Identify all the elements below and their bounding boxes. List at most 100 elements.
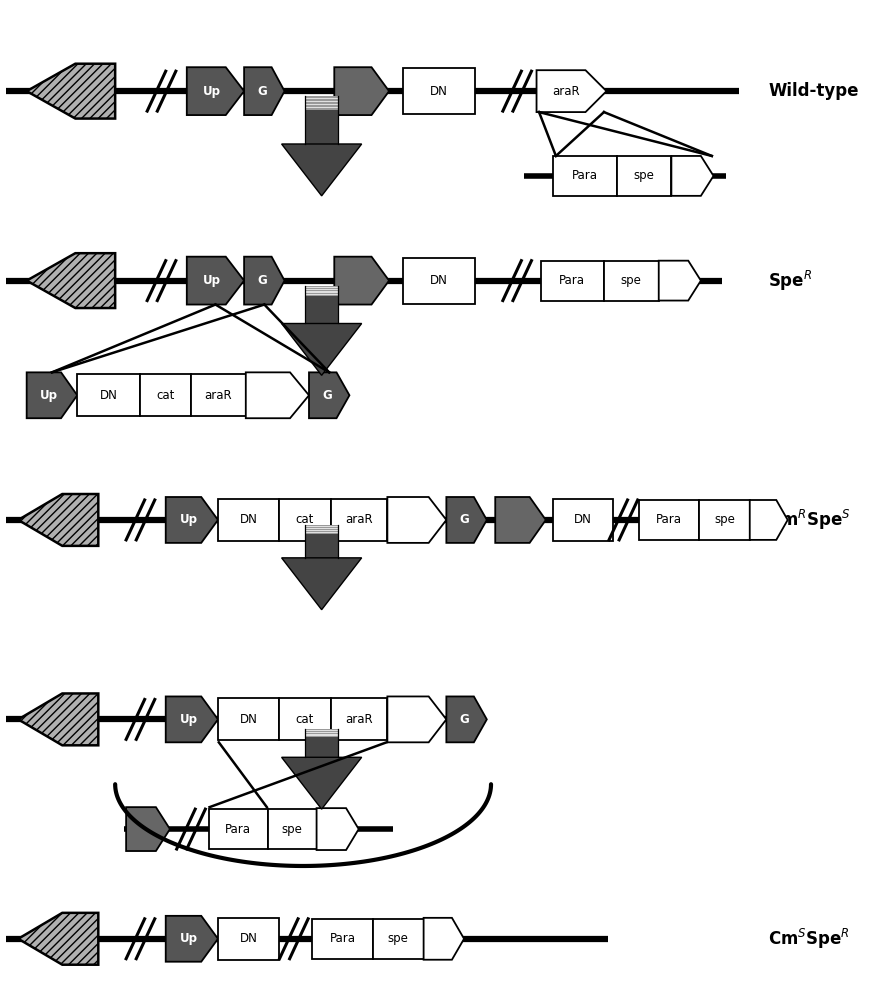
Text: araR: araR — [346, 513, 373, 526]
Text: Para: Para — [656, 513, 682, 526]
Polygon shape — [282, 757, 361, 809]
Bar — [312, 919, 373, 959]
Polygon shape — [26, 64, 116, 119]
Text: Up: Up — [179, 713, 198, 726]
Polygon shape — [18, 693, 98, 745]
Text: spe: spe — [282, 823, 303, 836]
Bar — [278, 499, 331, 541]
Bar — [403, 68, 475, 114]
Polygon shape — [282, 558, 361, 610]
Bar — [304, 287, 339, 288]
Bar — [268, 809, 317, 849]
Text: spe: spe — [634, 169, 654, 182]
Text: G: G — [459, 713, 469, 726]
Polygon shape — [165, 916, 218, 962]
Polygon shape — [18, 494, 98, 546]
Bar — [617, 156, 671, 196]
Text: G: G — [257, 85, 267, 98]
Polygon shape — [334, 257, 389, 305]
Text: Up: Up — [40, 389, 58, 402]
Bar — [304, 295, 339, 296]
Polygon shape — [317, 808, 359, 850]
Polygon shape — [246, 372, 309, 418]
Bar — [304, 289, 339, 290]
Polygon shape — [165, 696, 218, 742]
Bar — [304, 108, 339, 110]
Bar — [191, 374, 246, 416]
Bar — [304, 110, 339, 144]
Polygon shape — [26, 253, 116, 308]
Bar — [304, 102, 339, 104]
Polygon shape — [26, 372, 77, 418]
Text: Up: Up — [179, 513, 198, 526]
Text: G: G — [257, 274, 267, 287]
Bar — [209, 809, 268, 849]
Text: DN: DN — [240, 513, 257, 526]
Bar — [141, 374, 191, 416]
Bar — [699, 500, 750, 540]
Polygon shape — [334, 67, 389, 115]
Polygon shape — [671, 156, 713, 196]
Bar — [218, 918, 278, 960]
Bar — [304, 533, 339, 534]
Bar — [304, 737, 339, 757]
Polygon shape — [446, 497, 487, 543]
Bar — [304, 531, 339, 532]
Text: spe: spe — [621, 274, 641, 287]
Text: Para: Para — [225, 823, 251, 836]
Text: Up: Up — [203, 274, 221, 287]
Bar — [553, 156, 617, 196]
Text: DN: DN — [430, 85, 448, 98]
Bar — [304, 529, 339, 530]
Bar — [304, 528, 339, 529]
Text: spe: spe — [714, 513, 735, 526]
Text: Cm$^S$Spe$^R$: Cm$^S$Spe$^R$ — [768, 927, 850, 951]
Text: araR: araR — [346, 713, 373, 726]
Bar — [304, 104, 339, 105]
Text: DN: DN — [574, 513, 592, 526]
Bar — [552, 499, 613, 541]
Bar — [304, 101, 339, 102]
Bar — [304, 96, 339, 98]
Bar — [639, 500, 699, 540]
Polygon shape — [424, 918, 464, 960]
Bar — [304, 291, 339, 293]
Polygon shape — [165, 497, 218, 543]
Text: Up: Up — [203, 85, 221, 98]
Polygon shape — [750, 500, 788, 540]
Text: Wild-type: Wild-type — [768, 82, 858, 100]
Bar — [304, 98, 339, 99]
Polygon shape — [126, 807, 170, 851]
Bar — [304, 293, 339, 294]
Bar — [331, 499, 388, 541]
Text: araR: araR — [205, 389, 232, 402]
Text: G: G — [459, 513, 469, 526]
Bar — [304, 296, 339, 323]
Polygon shape — [495, 497, 546, 543]
Polygon shape — [309, 372, 349, 418]
Bar — [373, 919, 424, 959]
Polygon shape — [282, 323, 361, 375]
Polygon shape — [388, 497, 446, 543]
Bar — [304, 290, 339, 291]
Bar — [304, 107, 339, 108]
Text: DN: DN — [240, 932, 257, 945]
Bar — [218, 499, 278, 541]
Bar — [304, 288, 339, 289]
Bar — [304, 527, 339, 528]
Polygon shape — [244, 67, 284, 115]
Bar — [304, 99, 339, 101]
Polygon shape — [186, 257, 244, 305]
Bar — [218, 698, 278, 740]
Bar — [541, 261, 604, 301]
Polygon shape — [18, 913, 98, 965]
Text: Para: Para — [330, 932, 356, 945]
Bar — [304, 530, 339, 531]
Polygon shape — [659, 261, 701, 301]
Polygon shape — [388, 696, 446, 742]
Bar — [278, 698, 331, 740]
Bar — [403, 258, 475, 304]
Text: Para: Para — [559, 274, 585, 287]
Text: Cm$^R$Spe$^S$: Cm$^R$Spe$^S$ — [768, 508, 850, 532]
Text: cat: cat — [296, 713, 314, 726]
